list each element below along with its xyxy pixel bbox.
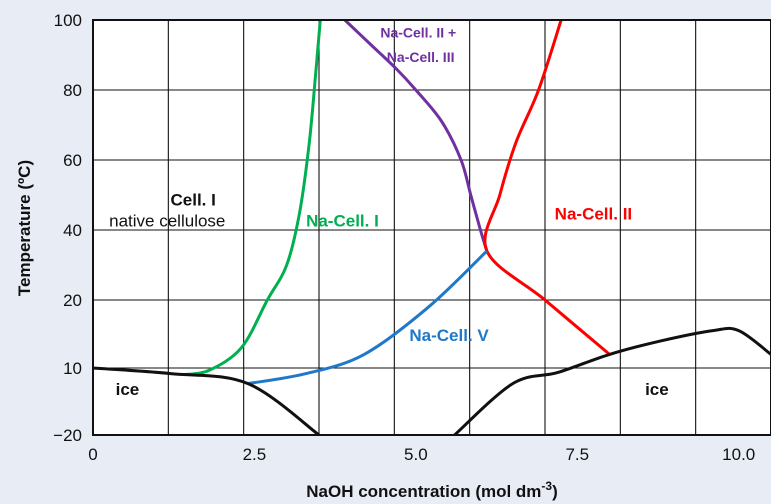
plot-area bbox=[93, 20, 771, 435]
region-label: Cell. I bbox=[170, 191, 215, 210]
x-tick-label: 2.5 bbox=[243, 445, 267, 464]
phase-boundary-5 bbox=[453, 326, 771, 437]
plot-border bbox=[92, 19, 771, 436]
phase-boundary-1 bbox=[343, 18, 489, 252]
x-tick-label: 7.5 bbox=[565, 445, 589, 464]
y-tick-label: 60 bbox=[63, 151, 82, 170]
phase-boundaries bbox=[92, 18, 771, 437]
x-axis-title: NaOH concentration (mol dm-3) bbox=[306, 479, 558, 501]
region-label: Na-Cell. III bbox=[387, 49, 455, 65]
x-tick-label: 0 bbox=[88, 445, 97, 464]
y-tick-label: 100 bbox=[54, 11, 82, 30]
region-label: Na-Cell. V bbox=[409, 326, 489, 345]
phase-boundary-4 bbox=[92, 366, 320, 437]
region-labels: Cell. I native cellulose Na-Cell. I Na-Cell… bbox=[109, 25, 669, 399]
y-tick-label: 40 bbox=[63, 221, 82, 240]
region-label: Na-Cell. I bbox=[306, 212, 379, 231]
region-label: native cellulose bbox=[109, 212, 225, 231]
region-label: Na-Cell. II + bbox=[380, 25, 456, 41]
region-label: ice bbox=[645, 380, 669, 399]
y-tick-label: 20 bbox=[63, 291, 82, 310]
region-label: Na-Cell. II bbox=[555, 205, 632, 224]
region-label: ice bbox=[116, 380, 140, 399]
tick-labels: 0 2.5 5.0 7.5 10.0 100 80 60 40 20 10 −20 bbox=[53, 11, 755, 464]
x-tick-label: 5.0 bbox=[404, 445, 428, 464]
y-tick-label: 10 bbox=[63, 359, 82, 378]
phase-boundary-3 bbox=[247, 249, 488, 386]
y-axis-title: Temperature (ºC) bbox=[15, 160, 34, 296]
y-tick-label: −20 bbox=[53, 426, 82, 445]
phase-boundary-0 bbox=[183, 19, 322, 377]
x-tick-label: 10.0 bbox=[722, 445, 755, 464]
phase-boundary-2 bbox=[483, 19, 611, 356]
y-tick-label: 80 bbox=[63, 81, 82, 100]
